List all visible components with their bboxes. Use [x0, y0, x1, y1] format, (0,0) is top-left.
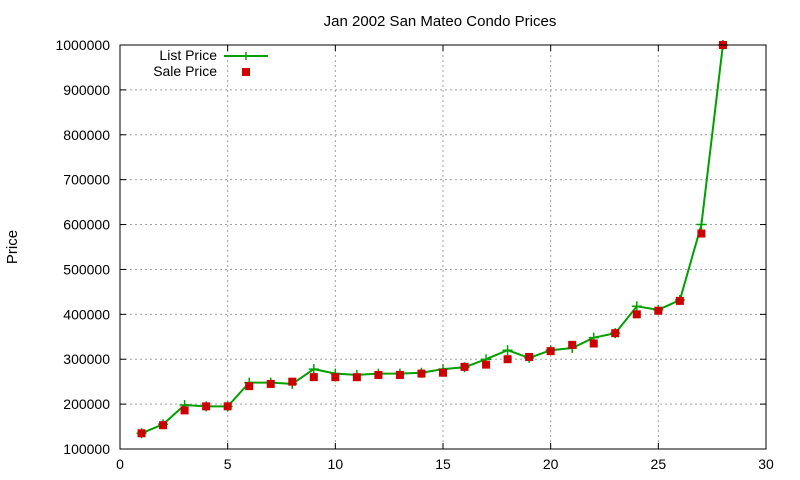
data-point-sale-price: [202, 402, 211, 411]
series-layer: [136, 40, 728, 439]
y-tick-label: 200000: [63, 396, 110, 412]
legend-marker-sale-price: [242, 68, 250, 76]
data-point-list-price: [308, 364, 319, 375]
ticks: [119, 44, 767, 450]
data-point-sale-price: [525, 352, 534, 361]
legend-label-sale-price: Sale Price: [153, 63, 217, 79]
data-point-list-price: [631, 301, 642, 312]
y-tick-label: 1000000: [55, 37, 110, 53]
data-point-sale-price: [546, 347, 555, 356]
chart-title: Jan 2002 San Mateo Condo Prices: [324, 13, 557, 30]
data-point-sale-price: [395, 370, 404, 379]
data-point-sale-price: [352, 373, 361, 382]
data-point-sale-price: [159, 421, 168, 430]
y-tick-label: 900000: [63, 82, 110, 98]
data-point-sale-price: [331, 373, 340, 382]
data-point-sale-price: [675, 296, 684, 305]
data-point-sale-price: [180, 406, 189, 415]
data-point-sale-price: [611, 329, 620, 338]
y-tick-label: 700000: [63, 172, 110, 188]
legend: List Price Sale Price: [153, 47, 268, 79]
x-tick-label: 5: [224, 456, 232, 472]
data-point-sale-price: [503, 355, 512, 364]
x-tick-label: 10: [328, 456, 344, 472]
data-point-sale-price: [137, 429, 146, 438]
tick-labels: 0 5 10 15 20 25 30 100000 200000 300000 400000 5000…: [55, 37, 774, 472]
legend-marker-list-price: [242, 52, 250, 60]
data-point-sale-price: [266, 379, 275, 388]
data-point-sale-price: [697, 229, 706, 238]
data-point-sale-price: [374, 370, 383, 379]
x-tick-label: 0: [116, 456, 124, 472]
x-tick-label: 20: [543, 456, 559, 472]
data-point-sale-price: [245, 382, 254, 391]
data-point-sale-price: [654, 306, 663, 315]
data-point-sale-price: [288, 377, 297, 386]
grid: [120, 45, 766, 449]
y-tick-label: 500000: [63, 261, 110, 277]
data-point-sale-price: [439, 368, 447, 377]
data-point-list-price: [502, 345, 513, 356]
y-tick-label: 400000: [63, 306, 110, 322]
y-axis-label: Price: [4, 230, 21, 264]
data-point-sale-price: [482, 360, 491, 369]
data-point-list-price: [696, 219, 707, 230]
y-tick-label: 100000: [63, 441, 110, 457]
data-point-sale-price: [309, 373, 318, 382]
y-tick-label: 600000: [63, 217, 110, 233]
x-tick-label: 30: [758, 456, 774, 472]
x-tick-label: 15: [435, 456, 451, 472]
series-line-list-price: [141, 44, 724, 435]
data-point-sale-price: [223, 402, 232, 411]
y-tick-label: 300000: [63, 351, 110, 367]
data-point-sale-price: [632, 310, 641, 319]
x-tick-label: 25: [651, 456, 667, 472]
y-tick-label: 800000: [63, 127, 110, 143]
data-point-sale-price: [589, 339, 598, 348]
data-point-sale-price: [417, 369, 426, 378]
data-point-sale-price: [568, 340, 577, 349]
data-point-sale-price: [460, 362, 469, 371]
legend-label-list-price: List Price: [159, 47, 217, 63]
